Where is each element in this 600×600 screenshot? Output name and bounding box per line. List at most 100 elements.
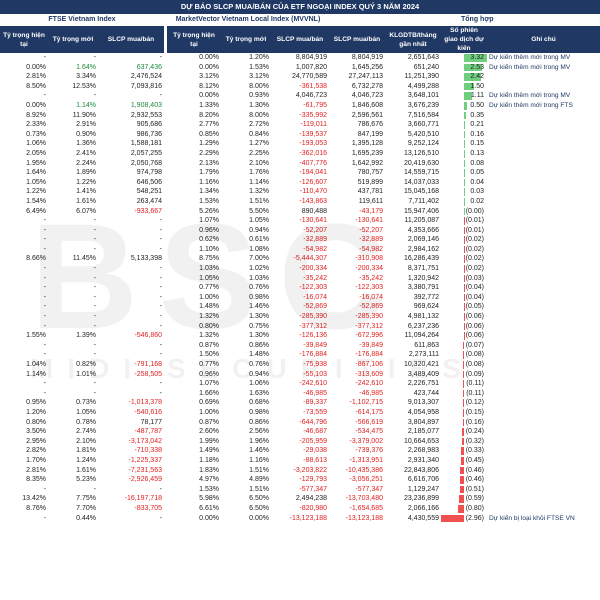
cell-ftse-current-weight: 3.50% — [26, 428, 46, 436]
cell-avg-volume: 20,419,630 — [403, 159, 439, 167]
cell-total-slcp: -43,179 — [359, 207, 383, 215]
cell-ftse-slcp: - — [159, 351, 162, 359]
cell-mv-new-weight: 0.75% — [249, 322, 269, 330]
cell-avg-volume: 2,226,751 — [407, 380, 439, 388]
session-bar — [459, 495, 464, 503]
session-value: (0.01) — [465, 226, 484, 234]
cell-mv-current-weight: 0.00% — [199, 54, 219, 61]
session-value: (0.51) — [465, 485, 484, 493]
cell-mv-slcp: -29,038 — [303, 447, 327, 455]
cell-total-slcp: -32,889 — [359, 236, 383, 244]
session-bar — [462, 428, 464, 436]
cell-mv-slcp: -194,041 — [299, 169, 327, 177]
cell-mv-slcp: -39,849 — [303, 341, 327, 349]
cell-ftse-current-weight: 2.33% — [26, 121, 46, 129]
cell-mv-new-weight: 7.00% — [249, 255, 269, 263]
cell-trading-sessions: (0.02) — [441, 264, 487, 274]
cell-avg-volume: 14,037,033 — [403, 178, 439, 186]
table-row: - - - 0.80% 0.75% -377,312 -377,312 6,237,236 (0… — [0, 321, 600, 332]
cell-avg-volume: 11,094,264 — [404, 332, 439, 340]
ftse-group-label: FTSE Vietnam Index — [0, 14, 164, 26]
cell-avg-volume: 1,320,942 — [407, 274, 439, 282]
cell-avg-volume: 2,268,983 — [407, 447, 439, 455]
session-value: 0.35 — [470, 111, 484, 119]
cell-avg-volume: 4,981,132 — [407, 313, 439, 321]
col-ftse-slcp: SLCP mua/bán — [98, 26, 164, 53]
col-ftse-new-weight: Tỷ trọng mới — [48, 26, 98, 53]
session-bar — [460, 466, 464, 475]
cell-total-slcp: -313,609 — [355, 370, 383, 378]
session-value: 0.13 — [470, 149, 484, 157]
cell-note: Dự kiến bị loại khỏi FTSE VN — [489, 514, 575, 522]
cell-note — [487, 331, 600, 341]
session-bar — [463, 389, 464, 398]
cell-trading-sessions: (0.59) — [441, 494, 487, 504]
cell-note — [487, 82, 600, 92]
cell-trading-sessions: 2.42 — [441, 72, 487, 82]
session-value: (0.02) — [465, 265, 484, 273]
session-bar — [464, 159, 465, 168]
etf-forecast-table: DỰ BÁO SLCP MUA/BÁN CỦA ETF NGOẠI INDEX … — [0, 0, 600, 524]
cell-ftse-slcp: 1,588,181 — [130, 140, 162, 148]
session-value: (0.12) — [465, 399, 484, 407]
cell-mv-new-weight: 1.96% — [249, 437, 269, 445]
cell-total-slcp: -52,869 — [359, 303, 383, 311]
cell-avg-volume: 4,353,666 — [407, 226, 439, 234]
cell-mv-current-weight: 1.03% — [199, 265, 219, 273]
cell-ftse-new-weight: 2.41% — [76, 149, 96, 157]
session-value: (0.08) — [465, 361, 484, 368]
session-value: (0.09) — [465, 370, 484, 378]
cell-ftse-new-weight: - — [93, 380, 96, 388]
cell-ftse-current-weight: 2.82% — [26, 447, 46, 455]
cell-ftse-new-weight: 0.82% — [76, 361, 96, 368]
cell-mv-current-weight: 1.66% — [199, 389, 219, 397]
cell-trading-sessions: (2.96) — [441, 514, 487, 524]
cell-note — [487, 379, 600, 389]
cell-note — [487, 427, 600, 437]
cell-note — [487, 494, 600, 504]
cell-ftse-slcp: - — [159, 284, 162, 292]
session-value: (0.04) — [465, 293, 484, 301]
session-value: 1.11 — [470, 92, 484, 100]
cell-ftse-slcp: -487,787 — [134, 428, 162, 436]
cell-mv-current-weight: 0.87% — [199, 341, 219, 349]
cell-mv-slcp: -46,687 — [303, 428, 327, 436]
cell-mv-new-weight: 3.12% — [249, 73, 269, 81]
cell-avg-volume: 23,236,899 — [403, 495, 439, 503]
session-bar — [464, 54, 487, 62]
cell-total-slcp: 1,846,608 — [351, 101, 383, 109]
session-value: (0.45) — [465, 456, 484, 464]
cell-mv-new-weight: 0.94% — [249, 370, 269, 378]
cell-mv-current-weight: 0.62% — [199, 236, 219, 244]
title-row: DỰ BÁO SLCP MUA/BÁN CỦA ETF NGOẠI INDEX … — [0, 0, 600, 14]
cell-ftse-new-weight: 1.41% — [76, 188, 96, 196]
cell-mv-new-weight: 2.72% — [249, 121, 269, 129]
cell-avg-volume: 969,624 — [413, 303, 439, 311]
cell-mv-slcp: -119,011 — [300, 121, 327, 129]
cell-mv-slcp: -16,074 — [303, 293, 327, 301]
cell-ftse-new-weight: 12.53% — [72, 82, 96, 90]
cell-mv-slcp: -61,795 — [303, 101, 327, 109]
cell-mv-new-weight: 1.05% — [249, 217, 269, 225]
session-value: 2.53 — [470, 63, 484, 71]
table-row: - - - 0.62% 0.61% -32,889 -32,889 2,069,146 (0.0… — [0, 235, 600, 245]
table-row: 0.95% 0.73% -1,013,378 0.69% 0.68% -89,337 -1,… — [0, 398, 600, 408]
cell-ftse-current-weight: 8.92% — [26, 111, 46, 119]
cell-mv-slcp: -122,303 — [299, 284, 327, 292]
cell-ftse-new-weight: 1.14% — [76, 101, 96, 109]
cell-trading-sessions: (0.03) — [441, 274, 487, 284]
cell-mv-slcp: -377,312 — [299, 322, 327, 330]
cell-note — [487, 197, 600, 207]
cell-note — [487, 456, 600, 466]
cell-mv-slcp: -54,982 — [303, 245, 327, 253]
session-bar — [464, 111, 467, 120]
cell-ftse-current-weight: 0.00% — [26, 101, 46, 109]
cell-ftse-new-weight: 1.05% — [76, 408, 96, 416]
cell-mv-current-weight: 1.32% — [199, 313, 219, 321]
cell-mv-current-weight: 2.29% — [199, 149, 219, 157]
cell-avg-volume: 4,054,958 — [407, 408, 439, 416]
cell-mv-slcp: -820,980 — [299, 504, 327, 512]
cell-mv-slcp: -361,538 — [299, 82, 327, 90]
cell-ftse-current-weight: 8.76% — [26, 504, 46, 512]
table-row: - - - 0.96% 0.94% -52,207 -52,207 4,353,666 (0.0… — [0, 225, 600, 236]
